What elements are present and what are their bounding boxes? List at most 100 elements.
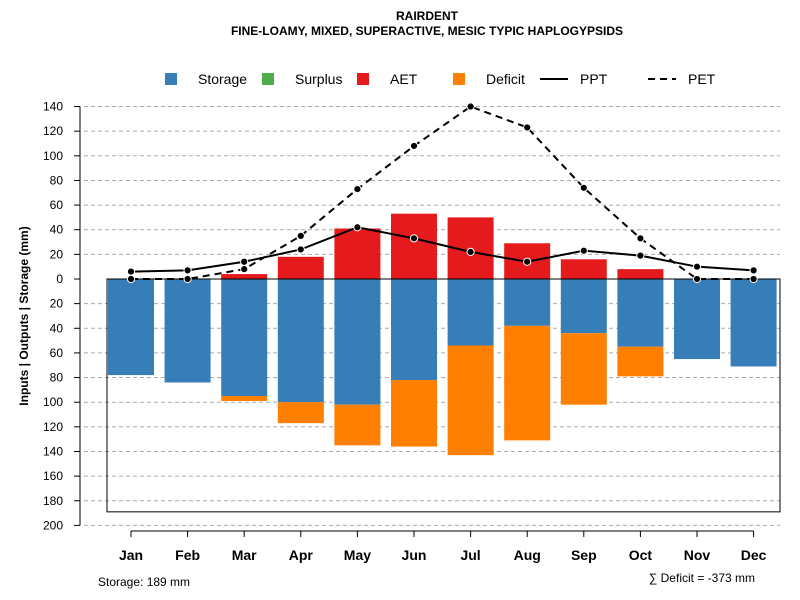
y-axis: 140 120 100 80 60 40 200 20 40 60 80 100 120 140 160 18… bbox=[43, 100, 81, 532]
aet-bar bbox=[617, 269, 664, 279]
legend-swatch-storage bbox=[165, 73, 177, 85]
pet-point bbox=[523, 123, 532, 132]
x-tick-label: Sep bbox=[571, 547, 597, 563]
y-tick-label: 20 bbox=[50, 247, 64, 261]
pet-point bbox=[579, 183, 588, 192]
ppt-point bbox=[240, 257, 249, 266]
deficit-bar bbox=[334, 404, 381, 446]
storage-bar bbox=[221, 279, 268, 397]
x-tick-label: Jan bbox=[119, 547, 143, 563]
pet-point bbox=[296, 231, 305, 240]
aet-bar bbox=[391, 213, 437, 279]
legend-swatch-deficit bbox=[453, 73, 465, 85]
legend-label-surplus: Surplus bbox=[295, 71, 342, 87]
storage-note: Storage: 189 mm bbox=[98, 575, 190, 589]
ppt-point bbox=[409, 234, 419, 243]
y-tick-label: 120 bbox=[43, 420, 63, 434]
x-tick-label: Mar bbox=[232, 547, 257, 563]
pet-point bbox=[692, 274, 702, 284]
ppt-point bbox=[749, 266, 758, 275]
ppt-point bbox=[579, 246, 588, 255]
y-tick-label: 100 bbox=[43, 395, 63, 409]
aet-bar bbox=[277, 256, 324, 279]
legend-label-aet: AET bbox=[390, 71, 418, 87]
ppt-point bbox=[466, 247, 475, 256]
deficit-bar bbox=[277, 402, 324, 424]
x-axis: Jan Feb Mar Apr May Jun Jul Aug Sep Oct Nov Dec bbox=[119, 530, 767, 563]
legend-swatch-aet bbox=[357, 73, 369, 85]
legend-label-pet: PET bbox=[688, 71, 716, 87]
y-tick-label: 140 bbox=[43, 444, 63, 458]
y-axis-label: Inputs | Outputs | Storage (mm) bbox=[17, 226, 31, 405]
chart-title: RAIRDENT bbox=[396, 9, 459, 23]
deficit-bar bbox=[504, 325, 551, 441]
legend-label-ppt: PPT bbox=[580, 71, 608, 87]
ppt-point bbox=[183, 266, 192, 275]
y-tick-label: 120 bbox=[43, 124, 63, 138]
storage-bar bbox=[617, 279, 664, 347]
storage-bar bbox=[560, 279, 607, 334]
y-tick-label: 40 bbox=[50, 223, 64, 237]
pet-point bbox=[183, 274, 192, 284]
deficit-bar bbox=[560, 333, 607, 405]
y-tick-label: 60 bbox=[50, 346, 64, 360]
pet-point bbox=[353, 184, 362, 194]
storage-bar bbox=[108, 279, 154, 376]
ppt-point bbox=[636, 251, 645, 260]
ppt-point bbox=[353, 223, 362, 232]
x-tick-label: Aug bbox=[514, 547, 541, 563]
legend: Storage Surplus AET Deficit PPT PET bbox=[165, 71, 716, 87]
aet-bar bbox=[221, 274, 268, 279]
ppt-line bbox=[130, 226, 754, 273]
storage-bar bbox=[334, 279, 381, 405]
y-tick-label: 100 bbox=[43, 149, 63, 163]
y-tick-label: 40 bbox=[50, 321, 64, 335]
bars bbox=[107, 213, 780, 456]
y-tick-label: 140 bbox=[43, 100, 63, 114]
deficit-bar bbox=[447, 345, 494, 456]
legend-label-deficit: Deficit bbox=[486, 71, 525, 87]
pet-line bbox=[131, 105, 754, 280]
pet-point bbox=[636, 234, 645, 243]
deficit-bar bbox=[221, 396, 268, 401]
ppt-point bbox=[126, 267, 136, 276]
legend-swatch-surplus bbox=[262, 73, 274, 85]
x-tick-label: Jul bbox=[460, 547, 480, 563]
x-tick-label: Oct bbox=[629, 547, 653, 563]
x-tick-label: Dec bbox=[741, 547, 767, 563]
ppt-point bbox=[692, 262, 702, 271]
aet-bar bbox=[560, 259, 607, 279]
y-tick-label: 80 bbox=[50, 173, 64, 187]
deficit-bar bbox=[391, 380, 437, 447]
deficit-note: ∑ Deficit = -373 mm bbox=[649, 571, 755, 585]
pet-point bbox=[466, 102, 475, 111]
y-tick-label: 60 bbox=[50, 198, 64, 212]
y-tick-label: 20 bbox=[50, 297, 64, 311]
storage-bar bbox=[730, 279, 777, 367]
pet-point bbox=[749, 274, 758, 284]
pet-point bbox=[240, 265, 249, 274]
lines bbox=[126, 102, 758, 284]
storage-bar bbox=[391, 279, 437, 381]
ppt-point bbox=[523, 257, 532, 266]
storage-capacity-frame bbox=[106, 278, 781, 513]
pet-point bbox=[409, 141, 419, 151]
y-tick-label: 180 bbox=[43, 494, 63, 508]
y-tick-label: 80 bbox=[50, 371, 64, 385]
storage-bar bbox=[447, 279, 494, 346]
aet-bar bbox=[334, 228, 381, 279]
ppt-point bbox=[296, 245, 305, 254]
storage-bar bbox=[277, 279, 324, 403]
y-tick-label: 200 bbox=[43, 518, 63, 532]
x-tick-label: Apr bbox=[289, 547, 314, 563]
deficit-bar bbox=[617, 346, 664, 377]
y-tick-label: 160 bbox=[43, 469, 63, 483]
x-tick-label: Jun bbox=[402, 547, 427, 563]
storage-bar bbox=[164, 279, 211, 383]
x-tick-label: Feb bbox=[175, 547, 200, 563]
storage-bar bbox=[674, 279, 720, 360]
x-tick-label: Nov bbox=[684, 547, 711, 563]
legend-label-storage: Storage bbox=[198, 71, 247, 87]
pet-point bbox=[126, 274, 136, 284]
